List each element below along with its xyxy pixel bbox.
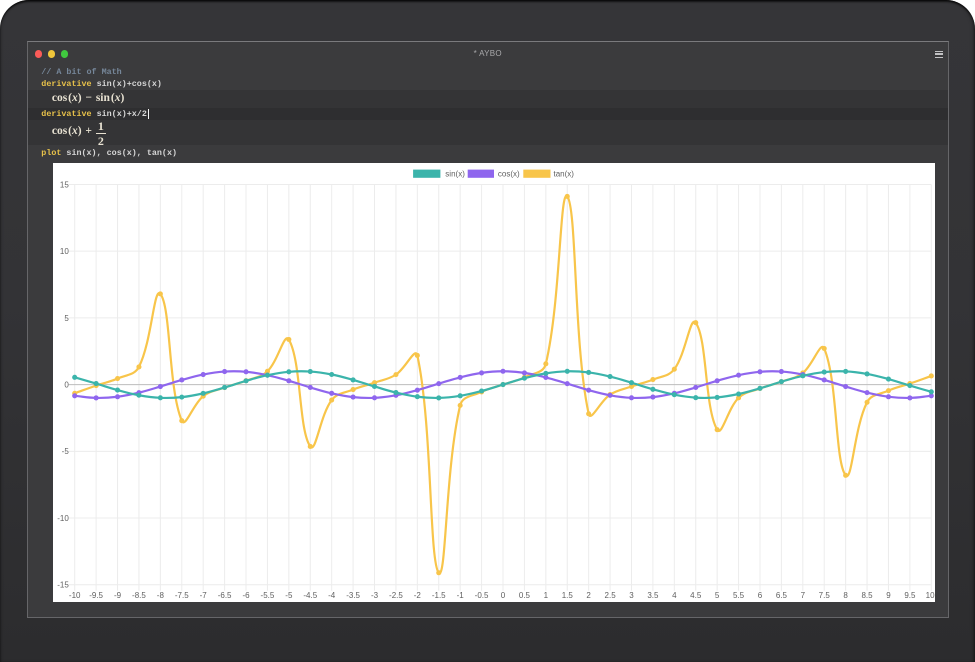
svg-text:-8: -8 — [156, 591, 164, 600]
svg-text:-4: -4 — [328, 591, 336, 600]
svg-text:-9: -9 — [113, 591, 121, 600]
svg-text:1: 1 — [543, 591, 548, 600]
svg-text:5: 5 — [714, 591, 719, 600]
svg-text:10: 10 — [925, 591, 934, 600]
svg-text:3: 3 — [629, 591, 634, 600]
svg-text:-6.5: -6.5 — [217, 591, 231, 600]
svg-text:8.5: 8.5 — [861, 591, 873, 600]
svg-text:1.5: 1.5 — [561, 591, 573, 600]
svg-text:-10: -10 — [68, 591, 80, 600]
svg-text:-10: -10 — [57, 514, 69, 523]
svg-text:9.5: 9.5 — [904, 591, 916, 600]
svg-text:-5.5: -5.5 — [260, 591, 274, 600]
svg-text:0: 0 — [64, 380, 69, 389]
svg-text:-7: -7 — [199, 591, 207, 600]
svg-text:3.5: 3.5 — [647, 591, 659, 600]
svg-text:6: 6 — [757, 591, 762, 600]
svg-text:4.5: 4.5 — [690, 591, 702, 600]
svg-text:10: 10 — [59, 247, 68, 256]
svg-text:-1: -1 — [456, 591, 464, 600]
svg-text:4: 4 — [672, 591, 677, 600]
svg-text:-1.5: -1.5 — [431, 591, 445, 600]
svg-text:-2.5: -2.5 — [389, 591, 403, 600]
svg-text:-2: -2 — [413, 591, 421, 600]
svg-text:0: 0 — [500, 591, 505, 600]
svg-text:9: 9 — [886, 591, 891, 600]
svg-text:-3: -3 — [370, 591, 378, 600]
svg-text:2: 2 — [586, 591, 591, 600]
svg-text:7.5: 7.5 — [818, 591, 830, 600]
svg-text:-9.5: -9.5 — [89, 591, 103, 600]
svg-text:-8.5: -8.5 — [132, 591, 146, 600]
svg-text:sin(x): sin(x) — [445, 169, 465, 178]
svg-text:-0.5: -0.5 — [474, 591, 488, 600]
svg-text:-7.5: -7.5 — [174, 591, 188, 600]
svg-text:5: 5 — [64, 314, 69, 323]
svg-text:8: 8 — [843, 591, 848, 600]
svg-text:15: 15 — [59, 180, 68, 189]
svg-text:tan(x): tan(x) — [553, 169, 574, 178]
svg-text:0.5: 0.5 — [518, 591, 530, 600]
svg-text:2.5: 2.5 — [604, 591, 616, 600]
svg-text:6.5: 6.5 — [775, 591, 787, 600]
svg-text:-5: -5 — [61, 447, 69, 456]
svg-text:-3.5: -3.5 — [346, 591, 360, 600]
svg-text:-4.5: -4.5 — [303, 591, 317, 600]
svg-text:5.5: 5.5 — [733, 591, 745, 600]
svg-text:cos(x): cos(x) — [497, 169, 519, 178]
svg-text:-15: -15 — [57, 580, 69, 589]
svg-text:7: 7 — [800, 591, 805, 600]
svg-text:-5: -5 — [285, 591, 293, 600]
svg-text:-6: -6 — [242, 591, 250, 600]
